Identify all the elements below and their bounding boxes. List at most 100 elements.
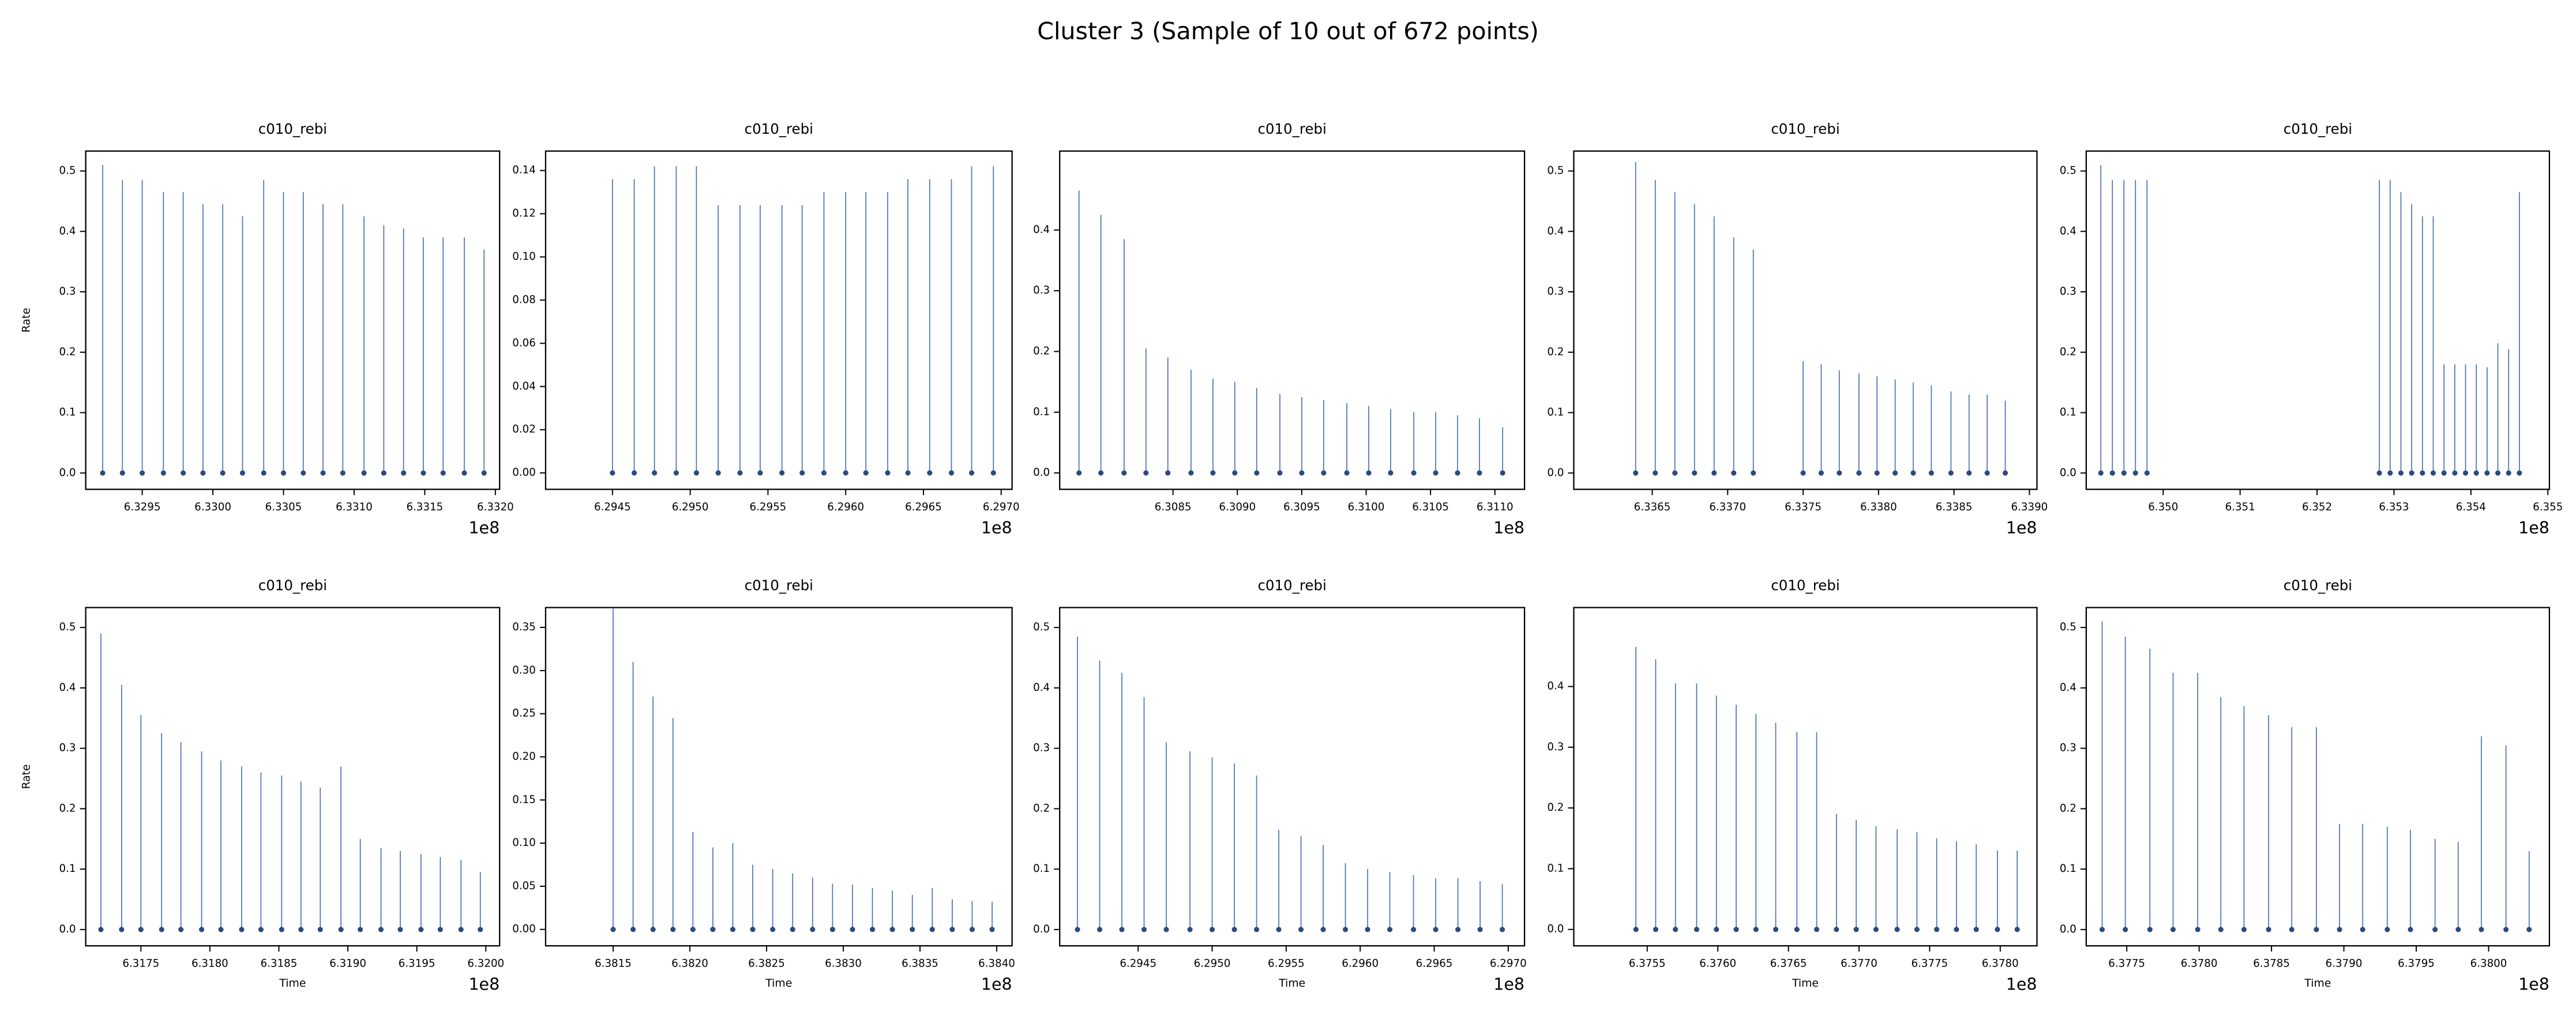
y-tick-label: 0.0 <box>2060 467 2076 479</box>
stem-marker <box>481 470 487 476</box>
stem <box>850 884 855 932</box>
stem <box>2132 180 2138 476</box>
stem-marker <box>2147 927 2153 932</box>
stem-marker <box>2195 927 2201 932</box>
stem <box>401 228 407 476</box>
stem <box>478 872 483 932</box>
y-tick-label: 0.0 <box>59 923 76 935</box>
x-tick-label: 6.3090 <box>1219 501 1256 513</box>
y-tick-label: 0.4 <box>1547 225 1564 237</box>
stem <box>119 180 125 476</box>
stem <box>1894 829 1900 932</box>
x-offset-label: 1e8 <box>2518 518 2549 537</box>
stem <box>1097 660 1103 932</box>
x-tick-label: 6.2960 <box>827 501 864 513</box>
x-tick-label: 6.2965 <box>905 501 942 513</box>
y-tick-label: 0.14 <box>512 164 536 176</box>
y-tick-label: 0.5 <box>2060 621 2076 633</box>
stem-marker <box>632 470 637 476</box>
stem <box>140 180 145 476</box>
stem <box>2432 838 2438 932</box>
y-tick-label: 0.4 <box>59 225 76 237</box>
x-offset-label: 1e8 <box>468 518 500 537</box>
stem-marker <box>1773 927 1779 932</box>
stem-marker <box>2506 470 2511 476</box>
x-tick-label: 6.352 <box>2302 501 2332 513</box>
x-tick-label: 6.3305 <box>265 501 302 513</box>
subplot: c010_rebi 0.0 0.1 0.2 0.3 0.4 0.5 6.2945 6.2950 6… <box>1033 577 1527 994</box>
stem-marker <box>1141 927 1147 932</box>
stem-marker <box>340 470 346 476</box>
stem-marker <box>2170 927 2176 932</box>
y-tick-label: 0.0 <box>1033 467 1050 479</box>
x-tick-label: 6.3385 <box>1936 501 1973 513</box>
y-tick-label: 0.2 <box>2060 346 2076 358</box>
x-offset-label: 1e8 <box>981 518 1012 537</box>
stem <box>1984 394 1990 476</box>
subplot: c010_rebi 0.0 0.1 0.2 0.3 0.4 0.5 6.3775 6.3780 6… <box>2060 577 2551 994</box>
x-tick-label: 6.2960 <box>1342 957 1379 969</box>
x-tick-label: 6.3825 <box>748 957 785 969</box>
x-axis-label: Time <box>279 977 306 990</box>
stem <box>2420 216 2425 476</box>
stem-marker <box>1253 927 1260 932</box>
stem-marker <box>1633 470 1639 476</box>
stem-marker <box>1411 927 1417 932</box>
stem-marker <box>320 470 326 476</box>
x-tick-label: 6.3085 <box>1155 501 1192 513</box>
stem-marker <box>2385 927 2390 932</box>
stem-marker <box>790 927 795 932</box>
stem-marker <box>929 927 935 932</box>
x-tick-label: 6.3775 <box>1912 957 1948 969</box>
stem <box>2409 204 2414 476</box>
subplot-title: c010_rebi <box>1257 121 1326 137</box>
stem-marker <box>1321 470 1327 476</box>
x-tick-label: 6.353 <box>2379 501 2409 513</box>
x-axis-label: Time <box>1792 977 1819 990</box>
stem-marker <box>2098 470 2104 476</box>
stem-marker <box>159 927 164 932</box>
subplot: c010_rebi 0.00 0.02 0.04 0.06 0.08 0.10 0.12 0.1… <box>512 121 1019 537</box>
stem-marker <box>258 927 264 932</box>
stem-marker <box>1995 927 2000 932</box>
stem <box>1751 249 1756 476</box>
y-tick-label: 0.20 <box>512 750 536 762</box>
stem <box>779 205 785 476</box>
stem-marker <box>239 927 245 932</box>
stem <box>1928 385 1934 476</box>
stem-marker <box>2289 927 2295 932</box>
stem-marker <box>799 470 805 476</box>
stem-marker <box>2526 927 2532 932</box>
stem <box>1477 881 1483 932</box>
stem <box>418 853 424 932</box>
stem-marker <box>2360 927 2365 932</box>
stem <box>1411 875 1417 932</box>
x-tick-label: 6.3100 <box>1348 501 1385 513</box>
stem-marker <box>650 927 656 932</box>
stem <box>280 192 287 476</box>
x-offset-label: 1e8 <box>1493 518 1524 537</box>
stem <box>279 775 284 932</box>
stem <box>710 847 716 932</box>
stem-marker <box>1751 470 1756 476</box>
stem-marker <box>1914 927 1920 932</box>
y-tick-label: 0.4 <box>1547 680 1564 692</box>
stem <box>750 864 756 932</box>
stem <box>1966 394 1972 476</box>
stem-marker <box>652 470 658 476</box>
stem-marker <box>2408 927 2413 932</box>
y-tick-label: 0.5 <box>2060 165 2076 177</box>
stem <box>2473 364 2479 476</box>
y-tick-label: 0.06 <box>512 337 536 349</box>
stem <box>1455 878 1461 932</box>
stem-marker <box>1910 470 1916 476</box>
stem-marker <box>1276 927 1282 932</box>
x-tick-label: 6.3770 <box>1841 957 1877 969</box>
stem-marker <box>1143 470 1149 476</box>
stem-marker <box>2479 927 2484 932</box>
stem-marker <box>757 470 763 476</box>
stem-marker <box>98 927 104 932</box>
stem <box>1499 884 1505 932</box>
stem <box>910 894 915 932</box>
subplot-title: c010_rebi <box>258 577 327 594</box>
